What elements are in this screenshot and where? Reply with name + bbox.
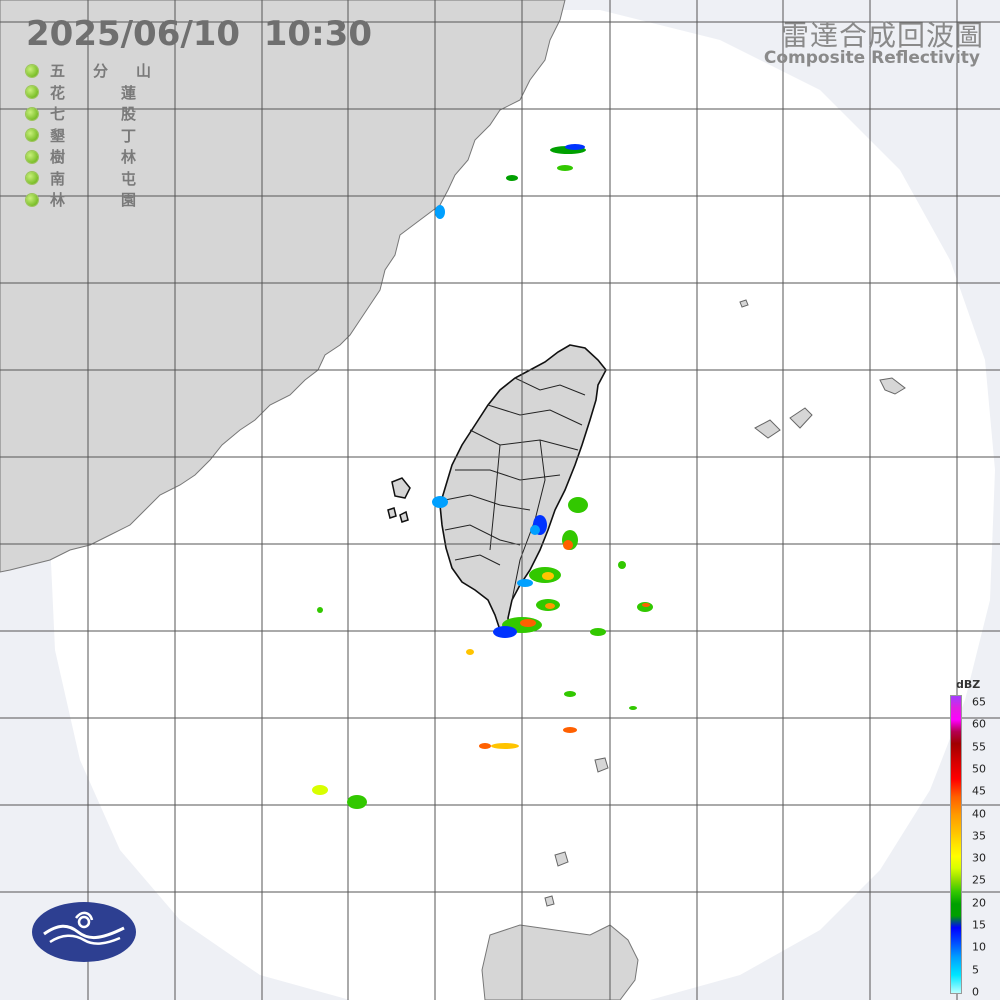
luzon-land: [481, 924, 639, 1000]
station-name: 樹林: [50, 148, 193, 167]
station-name: 墾丁: [50, 126, 193, 145]
legend-unit-label: dBZ: [956, 678, 981, 691]
legend-tick-label: 25: [972, 873, 986, 887]
county-borders: [444, 377, 586, 601]
legend-tick-label: 60: [972, 717, 986, 731]
legend-tick-label: 5: [972, 963, 979, 977]
station-name: 七股: [50, 105, 193, 124]
station-item: 七股: [26, 103, 192, 125]
product-title-zh: 雷達合成回波圖: [780, 19, 984, 52]
radar-station-list: 五分山 花蓮 七股 墾丁 樹林 南屯 林園: [26, 60, 192, 211]
legend-tick-label: 45: [972, 784, 986, 798]
legend-tick-label: 35: [972, 829, 986, 843]
legend-tick-label: 55: [972, 740, 986, 754]
product-title-en: Composite Reflectivity: [763, 48, 980, 68]
station-item: 林園: [26, 189, 192, 211]
taiwan-island: [439, 344, 607, 637]
legend-tick-label: 10: [972, 940, 986, 954]
legend-tick-label: 20: [972, 896, 986, 910]
legend-tick-label: 15: [972, 918, 986, 932]
legend-tick-label: 40: [972, 807, 986, 821]
station-item: 南屯: [26, 168, 192, 190]
legend-color-bar: [950, 695, 962, 994]
radar-echoes: [312, 144, 653, 809]
green-dot-icon: [26, 129, 38, 142]
penghu-islands: [387, 477, 411, 523]
legend-tick-label: 0: [972, 985, 979, 999]
timestamp-label: 2025/06/10 10:30: [26, 14, 372, 54]
cwa-logo-icon: [32, 902, 136, 962]
station-name: 花蓮: [50, 83, 193, 102]
station-item: 花蓮: [26, 82, 192, 104]
station-item: 樹林: [26, 146, 192, 168]
station-name: 林園: [50, 191, 193, 210]
green-dot-icon: [26, 193, 38, 206]
station-item: 五分山: [26, 60, 192, 82]
station-name: 南屯: [50, 169, 193, 188]
legend-tick-label: 30: [972, 851, 986, 865]
batanes-islands: [544, 757, 609, 907]
legend-tick-label: 65: [972, 695, 986, 709]
station-name: 五分山: [50, 62, 180, 81]
green-dot-icon: [26, 64, 38, 77]
ryukyu-islands: [739, 299, 906, 439]
dbz-legend: dBZ 65 60 55 50 45 40 35 30 25 20 15 10 5 0: [950, 678, 1000, 999]
green-dot-icon: [26, 172, 38, 185]
station-item: 墾丁: [26, 125, 192, 147]
green-dot-icon: [26, 150, 38, 163]
green-dot-icon: [26, 86, 38, 99]
mainland-china-land: [0, 0, 566, 573]
legend-tick-label: 50: [972, 762, 986, 776]
green-dot-icon: [26, 107, 38, 120]
